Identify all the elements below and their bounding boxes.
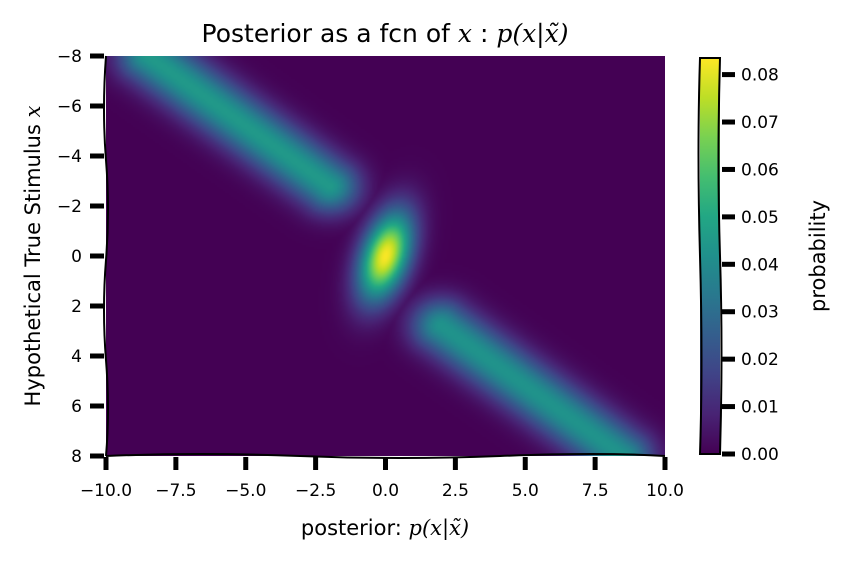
x-axis-ticks: −10.0 −7.5 −5.0 −2.5 0.0 2.5 5.0 7.5 10.0 [80, 457, 684, 501]
y-tick-label: 4 [71, 347, 82, 367]
x-tick-label: 0.0 [372, 481, 399, 501]
colorbar-tick-label: 0.06 [741, 160, 779, 180]
x-tick-label: 2.5 [442, 481, 469, 501]
y-tick-label: 8 [71, 447, 82, 467]
colorbar: 0.00 0.01 0.02 0.03 0.04 0.05 0.06 0.07 0.08 pro… [697, 57, 830, 465]
y-tick-label: −2 [57, 197, 82, 217]
plot-frame-left [103, 55, 109, 457]
y-tick-label: 6 [71, 397, 82, 417]
x-tick-label: −5.0 [225, 481, 266, 501]
colorbar-tick-label: 0.02 [741, 350, 779, 370]
x-tick-label: 5.0 [512, 481, 539, 501]
y-axis-label: Hypothetical True Stimulus x [21, 105, 45, 406]
colorbar-gradient [700, 58, 720, 454]
x-tick-label: −7.5 [155, 481, 196, 501]
x-axis-label: posterior: p(x|x̃) [301, 516, 469, 541]
chart-title: Posterior as a fcn of x : p(x|x̃) [202, 19, 569, 49]
colorbar-tick-label: 0.08 [741, 66, 779, 86]
colorbar-tick-label: 0.04 [741, 255, 779, 275]
x-tick-label: −2.5 [295, 481, 336, 501]
x-tick-label: 7.5 [582, 481, 609, 501]
colorbar-frame [697, 57, 723, 455]
y-tick-label: −6 [57, 97, 82, 117]
y-tick-label: −8 [57, 47, 82, 67]
y-tick-label: −4 [57, 147, 82, 167]
colorbar-tick-label: 0.01 [741, 398, 779, 418]
colorbar-tick-label: 0.05 [741, 208, 779, 228]
x-tick-label: −10.0 [80, 481, 132, 501]
colorbar-tick-label: 0.07 [741, 113, 779, 133]
colorbar-tick-label: 0.00 [741, 445, 779, 465]
heatmap-image [106, 56, 665, 456]
plot-frame-bottom [105, 453, 666, 459]
y-axis-ticks: −8 −6 −4 −2 0 2 4 6 8 [57, 47, 104, 467]
y-tick-label: 0 [71, 247, 82, 267]
colorbar-tick-label: 0.03 [741, 303, 779, 323]
colorbar-ticks: 0.00 0.01 0.02 0.03 0.04 0.05 0.06 0.07 0.08 [722, 66, 779, 465]
y-tick-label: 2 [71, 297, 82, 317]
heatmap [106, 56, 665, 456]
colorbar-label: probability [806, 200, 830, 312]
x-tick-label: 10.0 [646, 481, 684, 501]
